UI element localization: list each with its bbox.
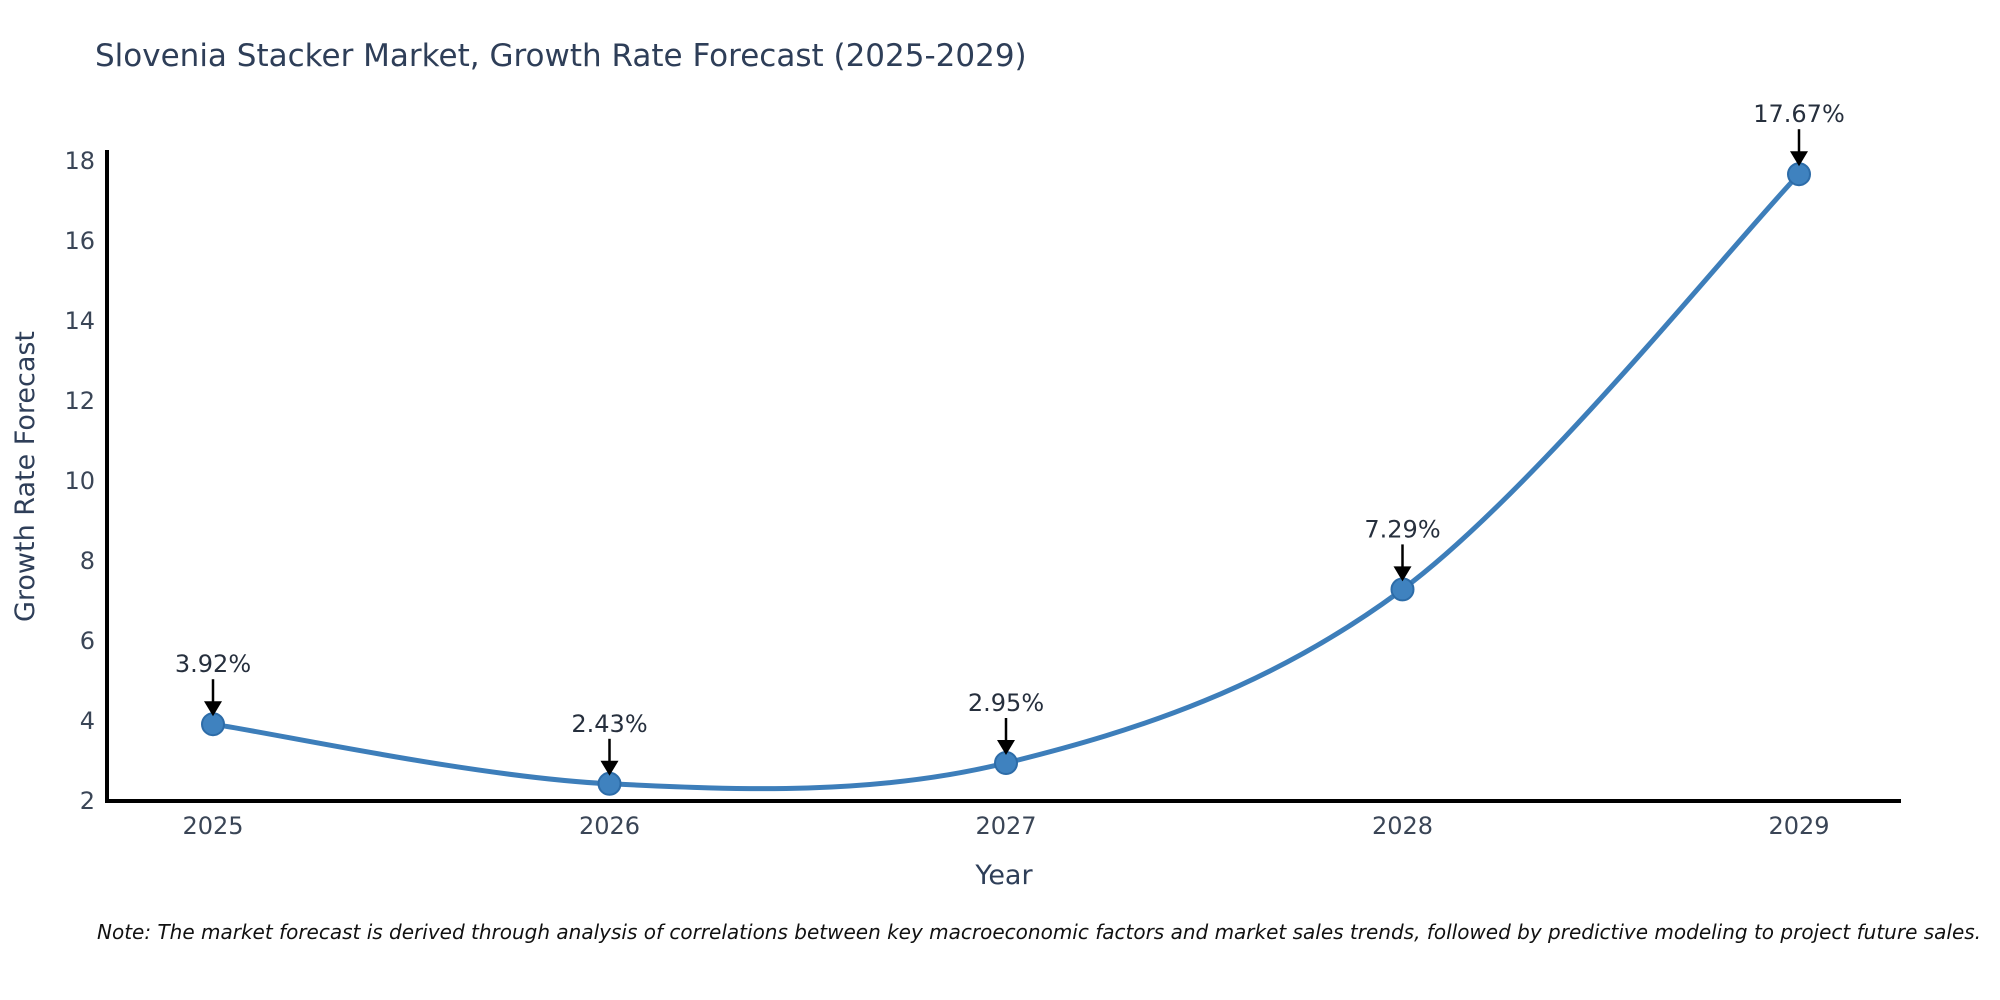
annotation-arrowhead (600, 760, 619, 776)
annotation-arrowhead (997, 740, 1015, 755)
x-tick-label: 2026 (579, 812, 640, 840)
y-tick-label: 6 (80, 627, 95, 655)
y-tick-label: 16 (64, 227, 95, 255)
y-tick-label: 14 (64, 307, 95, 335)
x-tick-label: 2028 (1372, 812, 1433, 840)
annotation-label: 2.43% (571, 710, 647, 738)
footnote: Note: The market forecast is derived thr… (97, 920, 1982, 944)
annotation-arrowhead (1393, 566, 1412, 582)
x-tick-label: 2025 (182, 812, 243, 840)
annotation-label: 17.67% (1753, 100, 1845, 128)
chart-title: Slovenia Stacker Market, Growth Rate For… (95, 38, 1027, 74)
annotation-arrowhead (204, 701, 222, 717)
y-tick-label: 18 (64, 147, 95, 175)
data-point-marker (597, 771, 622, 796)
annotation-label: 3.92% (175, 650, 251, 678)
x-tick-label: 2029 (1768, 812, 1829, 840)
data-point-marker (1390, 577, 1415, 602)
annotation-label: 7.29% (1364, 515, 1440, 543)
y-tick-label: 2 (80, 787, 95, 815)
y-tick-label: 10 (64, 467, 95, 495)
y-tick-label: 4 (80, 707, 95, 735)
x-tick-label: 2027 (975, 812, 1036, 840)
data-point-marker (201, 712, 225, 737)
y-axis-label: Growth Rate Forecast (10, 331, 41, 622)
y-tick-label: 8 (80, 547, 95, 575)
y-tick-label: 12 (64, 387, 95, 415)
annotation-label: 2.95% (968, 689, 1044, 717)
x-axis-label: Year (974, 860, 1033, 891)
data-point-marker (1787, 162, 1811, 187)
data-point-marker (994, 751, 1018, 775)
annotation-arrowhead (1790, 151, 1808, 167)
series-line (210, 171, 1802, 792)
